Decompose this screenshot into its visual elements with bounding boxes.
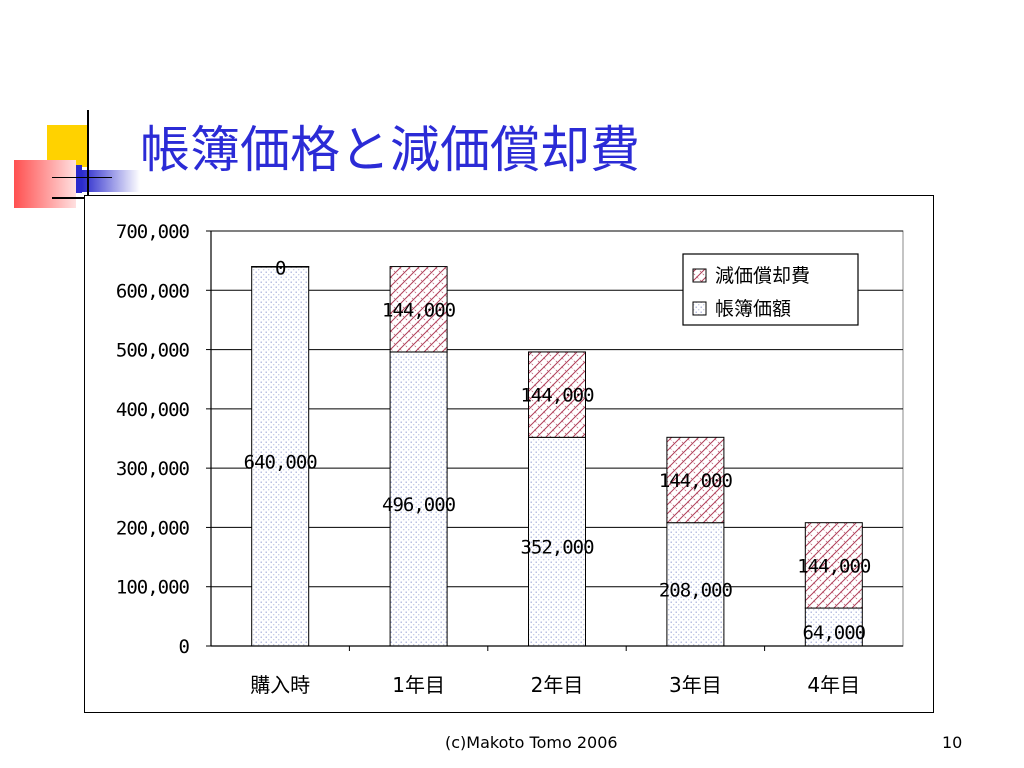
y-tick-label: 500,000 xyxy=(116,340,190,362)
chart-frame: 640,000 0 496,000 144,000 352,000 144,000 208,… xyxy=(84,195,934,713)
data-label-book-value: 64,000 xyxy=(802,622,865,644)
x-category-label: 3年目 xyxy=(669,673,722,697)
data-label-book-value: 208,000 xyxy=(659,579,733,601)
y-tick-label: 700,000 xyxy=(116,221,190,243)
bar-book-value-4 xyxy=(804,607,863,647)
data-label-book-value: 496,000 xyxy=(382,494,456,516)
y-tick-label: 200,000 xyxy=(116,517,190,539)
bar-depreciation-0 xyxy=(251,266,310,268)
x-category-label: 1年目 xyxy=(392,673,445,697)
data-label-book-value: 640,000 xyxy=(244,451,318,473)
bar-depreciation-4 xyxy=(804,522,863,609)
data-label-depreciation: 0 xyxy=(275,258,286,280)
deco-blue-bar xyxy=(82,170,140,192)
deco-horizontal-line xyxy=(52,197,112,199)
page-number: 10 xyxy=(942,733,963,752)
x-category-label: 購入時 xyxy=(250,673,310,697)
y-tick-label: 600,000 xyxy=(116,280,190,302)
legend-swatch xyxy=(692,268,707,283)
bar-book-value-0 xyxy=(251,266,310,647)
legend-label: 減価償却費 xyxy=(715,265,810,287)
deco-red-square xyxy=(14,160,76,208)
legend-box xyxy=(682,253,859,326)
bar-book-value-2 xyxy=(528,436,586,647)
deco-vertical-line xyxy=(87,110,89,218)
stacked-bar-chart: 640,000 0 496,000 144,000 352,000 144,000 208,… xyxy=(116,221,904,697)
footer-copyright: (c)Makoto Tomo 2006 xyxy=(445,733,618,752)
y-tick-label: 100,000 xyxy=(116,577,190,599)
y-tick-label: 400,000 xyxy=(116,399,190,421)
x-category-label: 4年目 xyxy=(807,673,860,697)
slide-title: 帳簿価格と減価償却費 xyxy=(140,121,640,179)
data-label-depreciation: 144,000 xyxy=(659,470,733,492)
bar-book-value-3 xyxy=(666,522,725,647)
bar-book-value-1 xyxy=(389,351,448,647)
legend-label: 帳簿価額 xyxy=(715,298,791,320)
x-category-label: 2年目 xyxy=(531,673,584,697)
data-label-depreciation: 144,000 xyxy=(520,385,594,407)
y-tick-label: 0 xyxy=(179,636,190,658)
bar-depreciation-3 xyxy=(666,436,725,524)
data-label-book-value: 352,000 xyxy=(520,537,594,559)
deco-horizontal-line xyxy=(52,177,112,178)
bar-depreciation-1 xyxy=(389,266,448,353)
y-tick-label: 300,000 xyxy=(116,458,190,480)
data-label-depreciation: 144,000 xyxy=(382,299,456,321)
data-label-depreciation: 144,000 xyxy=(797,555,871,577)
legend-swatch xyxy=(692,301,707,316)
bar-depreciation-2 xyxy=(528,351,586,438)
